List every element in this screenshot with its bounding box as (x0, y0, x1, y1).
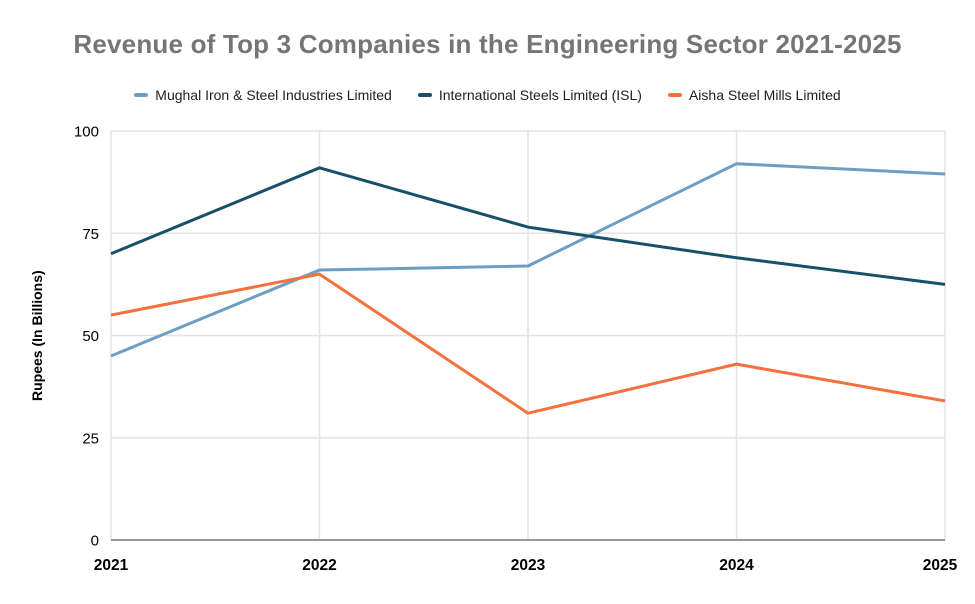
legend-marker-aisha-icon (667, 93, 682, 97)
y-tick-label: 25 (82, 430, 99, 447)
legend-label-isl: International Steels Limited (ISL) (438, 87, 642, 103)
legend-item-aisha: Aisha Steel Mills Limited (667, 87, 841, 103)
chart-title: Revenue of Top 3 Companies in the Engine… (73, 29, 902, 59)
series-line (110, 162, 946, 358)
x-tick-label: 2022 (302, 557, 336, 574)
legend-label-aisha: Aisha Steel Mills Limited (688, 87, 841, 103)
legend-marker-isl-icon (417, 93, 432, 97)
series-line (110, 272, 946, 415)
y-tick-label: 0 (91, 533, 99, 550)
legend-marker-mughal-icon (134, 93, 149, 97)
legend-label-mughal: Mughal Iron & Steel Industries Limited (155, 87, 392, 103)
series-line (110, 166, 946, 286)
y-tick-label: 100 (74, 124, 99, 141)
legend-item-isl: International Steels Limited (ISL) (417, 87, 642, 103)
y-tick-label: 75 (82, 226, 99, 243)
x-tick-label: 2023 (511, 557, 546, 574)
x-tick-label: 2024 (719, 557, 754, 574)
legend-item-mughal: Mughal Iron & Steel Industries Limited (134, 87, 392, 103)
x-tick-label: 2021 (94, 557, 129, 574)
chart-legend: Mughal Iron & Steel Industries Limited I… (0, 87, 975, 103)
x-tick-label: 2025 (923, 557, 958, 574)
y-tick-label: 50 (82, 328, 99, 345)
